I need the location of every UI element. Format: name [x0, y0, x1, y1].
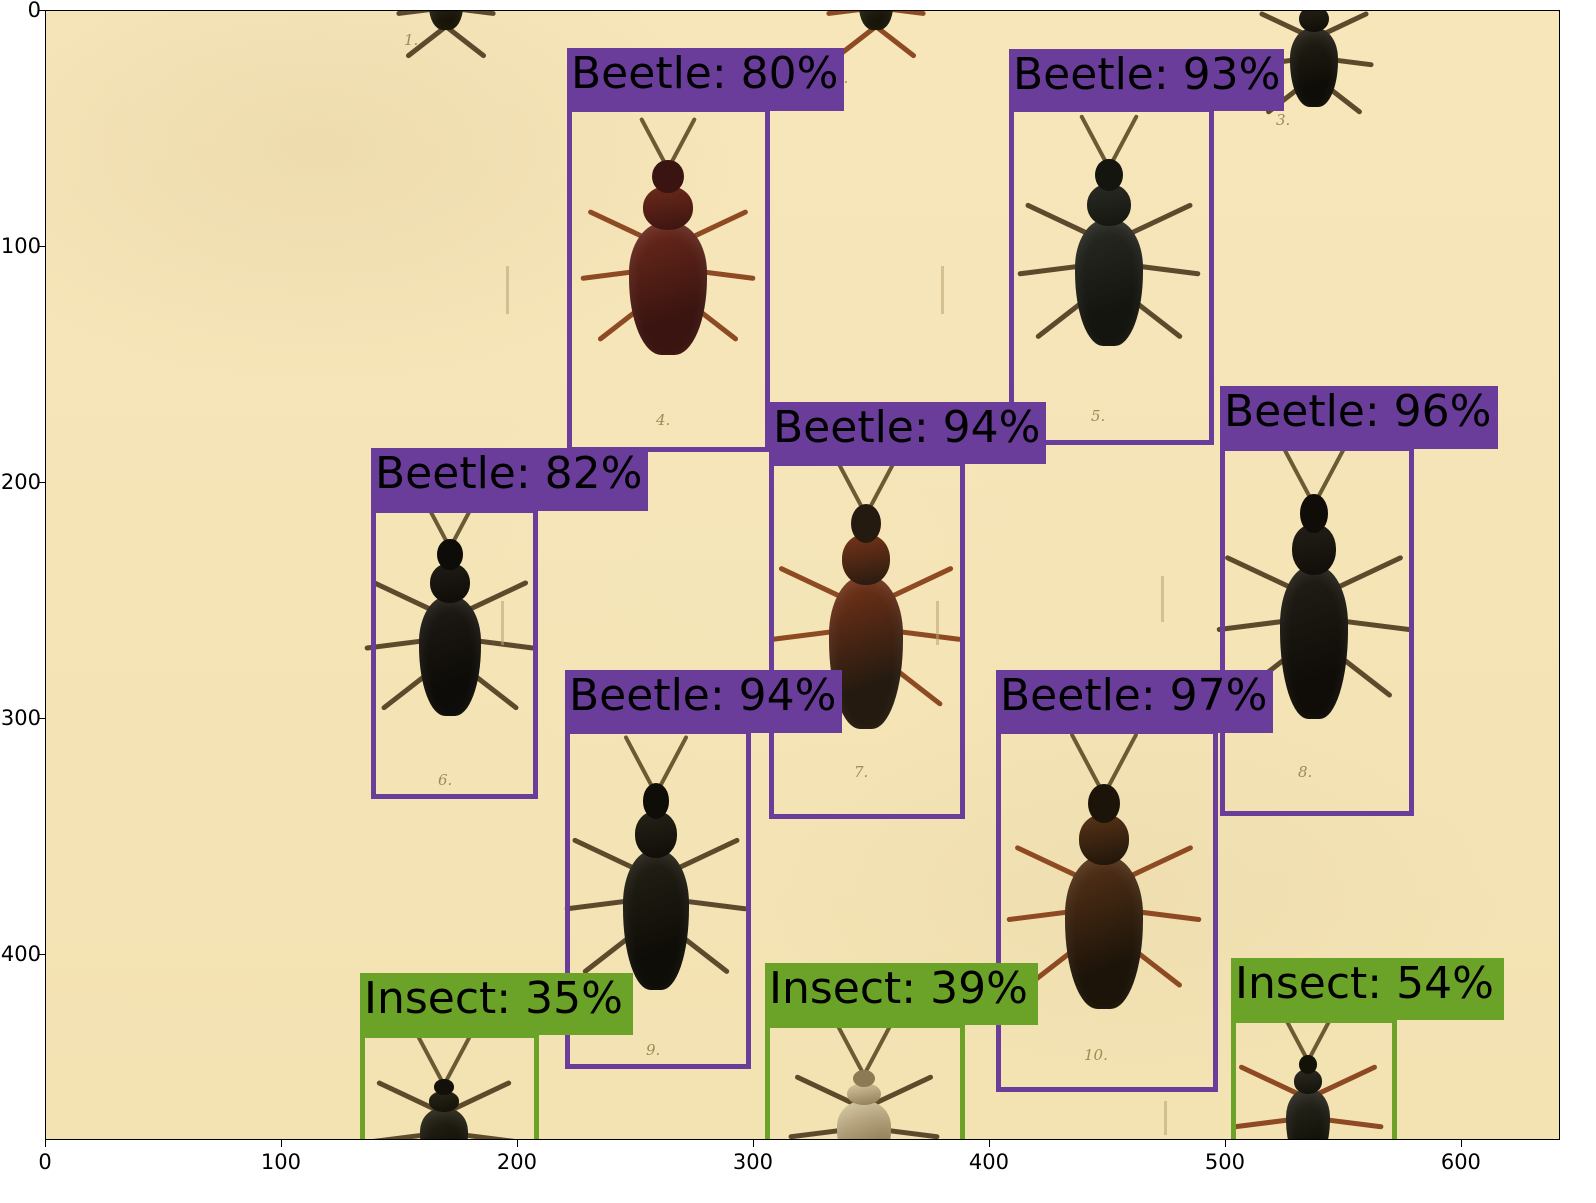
x-tick-mark — [45, 1140, 46, 1147]
x-tick-label: 0 — [38, 1150, 52, 1174]
beetle-head — [1095, 158, 1123, 191]
beetle-head — [1088, 784, 1120, 823]
detection-label-beetle[interactable]: Beetle: 97% — [996, 670, 1273, 733]
beetle-body — [837, 1101, 891, 1139]
beetle-illustration — [1216, 440, 1412, 761]
detection-box-insect[interactable] — [360, 1033, 539, 1139]
beetle-illustration — [788, 1021, 940, 1139]
beetle-thorax — [428, 1091, 460, 1112]
beetle-thorax — [1298, 11, 1330, 33]
beetle-body — [623, 849, 689, 991]
detection-box-beetle[interactable] — [1009, 107, 1214, 445]
y-tick-mark — [38, 717, 45, 719]
plate-number: 1. — [404, 31, 419, 49]
scale-bar — [1164, 1101, 1167, 1135]
x-tick-mark — [1460, 1140, 1462, 1147]
beetle-body — [629, 222, 707, 355]
detection-box-beetle[interactable] — [567, 107, 770, 452]
beetle-body — [1286, 1089, 1330, 1139]
beetle-illustration — [564, 734, 748, 1029]
detection-label-insect[interactable]: Insect: 35% — [360, 973, 633, 1035]
x-tick-label: 200 — [496, 1150, 537, 1174]
detection-box-beetle[interactable] — [1220, 446, 1414, 816]
scale-bar — [1161, 576, 1164, 622]
beetle-illustration — [770, 452, 962, 771]
detection-label-insect[interactable]: Insect: 39% — [765, 963, 1038, 1025]
beetle-body — [1280, 566, 1348, 719]
plate-number: 4. — [656, 411, 671, 429]
beetle-body — [429, 11, 463, 30]
plate-number: 7. — [854, 763, 869, 781]
x-tick-mark — [280, 1140, 282, 1147]
detection-label-beetle[interactable]: Beetle: 94% — [769, 402, 1046, 464]
scale-bar — [506, 266, 509, 314]
x-tick-mark — [752, 1140, 754, 1147]
y-tick-label: 200 — [0, 469, 41, 494]
beetle-head — [851, 504, 881, 543]
detection-box-beetle[interactable] — [996, 729, 1218, 1092]
detection-label-beetle[interactable]: Beetle: 82% — [371, 448, 648, 511]
beetle-illustration — [1232, 1003, 1384, 1139]
beetle-head — [642, 783, 670, 820]
x-tick-mark — [988, 1140, 990, 1147]
x-tick-label: 500 — [1204, 1150, 1245, 1174]
detection-box-beetle[interactable] — [371, 508, 538, 799]
detection-label-beetle[interactable]: Beetle: 96% — [1220, 386, 1498, 449]
y-tick-mark — [38, 245, 45, 247]
y-tick-label: 400 — [0, 941, 41, 966]
plate-number: 5. — [1091, 407, 1106, 425]
beetle-head — [437, 538, 463, 570]
beetle-illustration — [364, 490, 536, 749]
plate-number: 8. — [1298, 763, 1313, 781]
y-tick-mark — [38, 10, 45, 11]
x-tick-label: 600 — [1440, 1150, 1481, 1174]
detection-label-beetle[interactable]: Beetle: 94% — [565, 670, 842, 733]
beetle-illustration — [1254, 11, 1374, 129]
beetle-illustration — [370, 1029, 518, 1139]
beetle-head — [1300, 494, 1328, 533]
beetle-illustration — [1006, 732, 1202, 1051]
y-tick-mark — [38, 481, 45, 483]
beetle-illustration — [576, 117, 760, 391]
beetle-head — [434, 1079, 454, 1095]
x-tick-mark — [516, 1140, 518, 1147]
detection-label-beetle[interactable]: Beetle: 93% — [1009, 49, 1284, 111]
y-tick-mark — [38, 953, 45, 955]
beetle-head — [853, 1069, 875, 1087]
x-tick-label: 300 — [732, 1150, 773, 1174]
beetle-head — [1299, 1054, 1317, 1074]
scale-bar — [936, 601, 939, 645]
y-tick-label: 0 — [27, 0, 41, 22]
beetle-body — [1075, 218, 1143, 346]
y-tick-label: 300 — [0, 705, 41, 730]
x-tick-label: 400 — [968, 1150, 1009, 1174]
beetle-body — [418, 595, 482, 716]
beetle-body — [420, 1108, 468, 1139]
y-tick-label: 100 — [0, 233, 41, 258]
detection-box-insect[interactable] — [765, 1023, 965, 1139]
x-tick-label: 100 — [260, 1150, 302, 1174]
detection-box-insect[interactable] — [1231, 1018, 1397, 1139]
plate-number: 9. — [646, 1041, 661, 1059]
beetle-body — [1290, 27, 1338, 108]
detection-label-insect[interactable]: Insect: 54% — [1231, 958, 1504, 1020]
beetle-body — [859, 11, 893, 30]
plate-number: 6. — [438, 771, 453, 789]
beetle-illustration — [1017, 114, 1201, 381]
beetle-illustration — [396, 11, 496, 60]
scale-bar — [941, 266, 944, 314]
x-tick-mark — [1224, 1140, 1226, 1147]
plot-axes: 4.5.6.7.8.9.10.3.1.2. Beetle: 80%Beetle:… — [45, 10, 1560, 1140]
plate-number: 3. — [1276, 111, 1291, 129]
beetle-illustration — [826, 11, 926, 60]
beetle-thorax — [846, 1082, 882, 1106]
beetle-body — [1065, 856, 1143, 1009]
scale-bar — [501, 601, 504, 645]
detection-label-beetle[interactable]: Beetle: 80% — [567, 48, 844, 111]
detection-box-beetle[interactable] — [769, 461, 965, 819]
plate-number: 10. — [1084, 1046, 1108, 1064]
beetle-head — [652, 159, 684, 194]
